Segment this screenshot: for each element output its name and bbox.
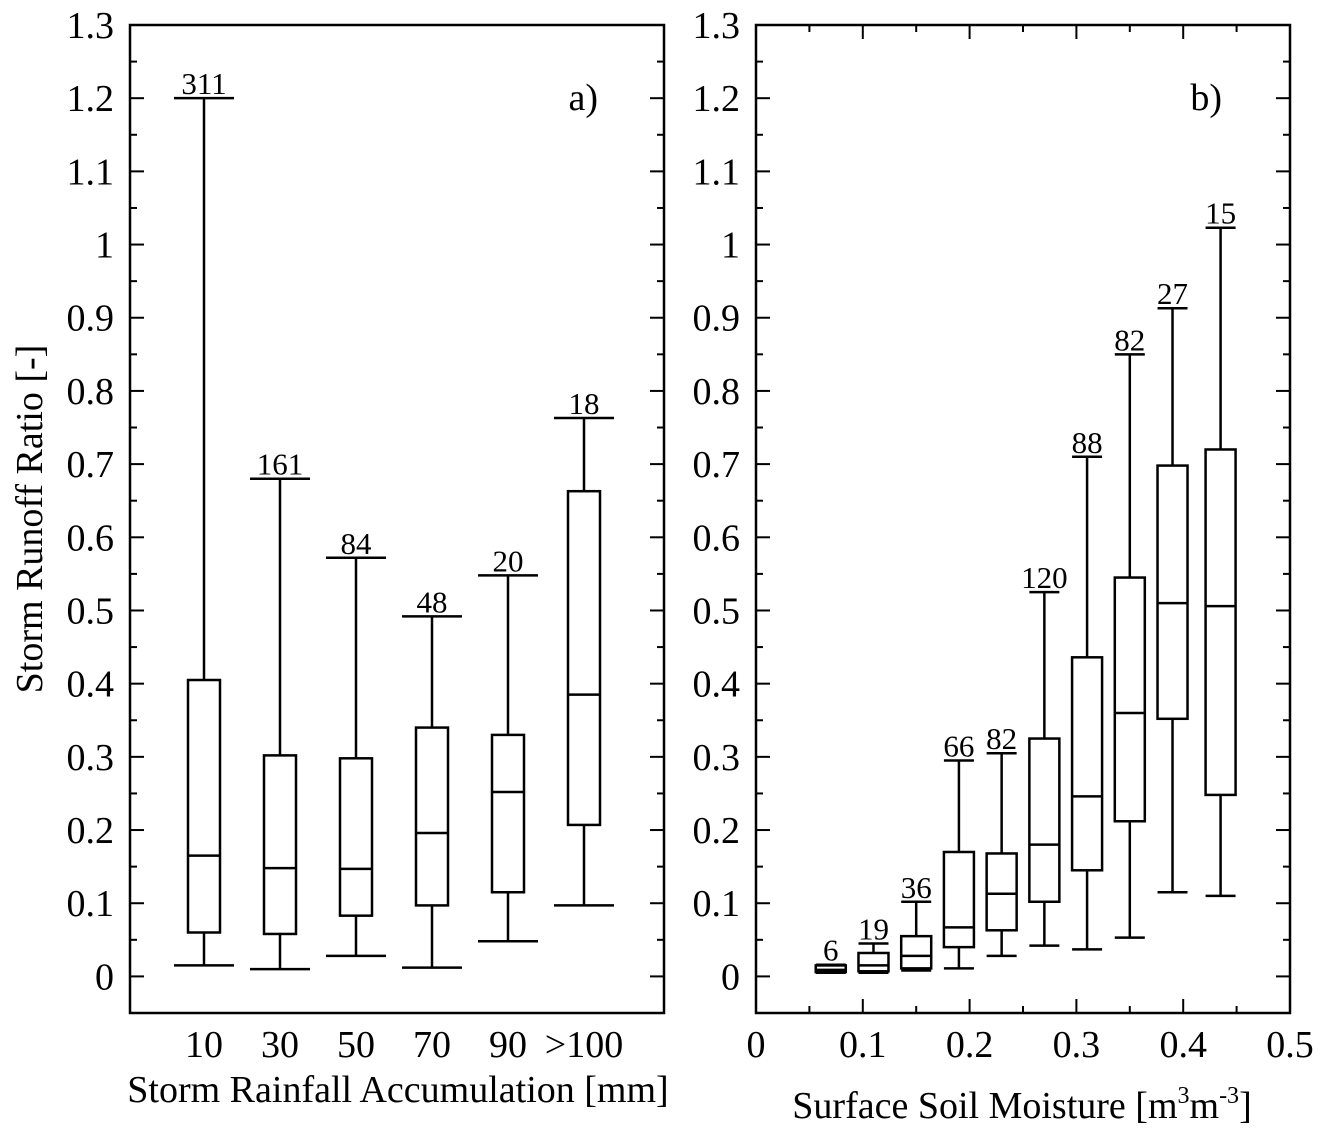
panel-a-x-tick-label: 30 [261, 1024, 299, 1066]
panel-b-y-tick-label: 0.8 [693, 371, 741, 413]
panel-b-x-title-part3: ] [1239, 1085, 1252, 1127]
panel-a-box-iqr-box [414, 726, 450, 907]
panel-a-frame [128, 23, 666, 1015]
panel-a-y-tick-label: 0.2 [67, 810, 115, 852]
panel-b-y-tick-label: 1.3 [693, 5, 741, 47]
panel-a-x-tick-label: 90 [489, 1024, 527, 1066]
panel-a-x-axis-title: Storm Rainfall Accumulation [mm] [127, 1069, 668, 1111]
panel-a-y-tick-label: 1.3 [67, 5, 115, 47]
panel-b-x-tick-label: 0.1 [839, 1024, 887, 1066]
panel-b-y-tick-label: 1.2 [693, 78, 741, 120]
panel-a-y-tick-label: 0.1 [67, 883, 115, 925]
panel-b-y-tick-label: 0.5 [693, 590, 741, 632]
panel-b-x-tick-label: 0.5 [1266, 1024, 1314, 1066]
panel-a-ticks: 0 0.1 0.2 0.3 0.4 0.5 0.6 0.7 0.8 0.9 1 1.1 1.2 1.3 10… [67, 5, 664, 1066]
panel-a-label: a) [568, 77, 598, 119]
panel-b-label: b) [1190, 77, 1222, 119]
panel-a-y-tick-label: 0.7 [67, 444, 115, 486]
panel-b-y-tick-label: 0.2 [693, 810, 741, 852]
panel-b-box-count-label: 15 [1205, 196, 1236, 231]
panel-b-box-iqr-box [985, 852, 1018, 932]
panel-b: 0 0.1 0.2 0.3 0.4 0.5 0.6 0.7 0.8 0.9 1 1.1 1.2 1.3 0 0… [693, 5, 1314, 1127]
panel-b-x-title-sup1: 3 [1178, 1083, 1190, 1109]
panel-b-x-title-part1: Surface Soil Moisture [m [792, 1085, 1177, 1127]
panel-b-x-axis-title: Surface Soil Moisture [m3m-3] [792, 1083, 1251, 1127]
panel-b-y-tick-label: 1.1 [693, 151, 741, 193]
panel-b-box-iqr-box [857, 951, 890, 973]
panel-b-box-iqr-box [1028, 737, 1061, 904]
panel-b-y-tick-label: 0.1 [693, 883, 741, 925]
panel-b-x-title-part2: m [1190, 1085, 1220, 1127]
panel-a-y-tick-label: 0.3 [67, 737, 115, 779]
panel-b-box-iqr-box [899, 934, 933, 970]
panel-b-box-count-label: 36 [901, 870, 932, 905]
panel-a-box-count-label: 48 [417, 584, 448, 619]
panel-a-y-tick-label: 0.8 [67, 371, 115, 413]
panel-a-box-iqr-box [566, 489, 602, 827]
panel-b-y-tick-label: 0.3 [693, 737, 741, 779]
panel-a-box-iqr-box [490, 733, 526, 894]
panel-b-box-iqr-box [1113, 576, 1147, 823]
panel-a-x-tick-label: 70 [413, 1024, 451, 1066]
panel-b-box-count-label: 27 [1157, 276, 1188, 311]
panel-a-y-tick-label: 0.5 [67, 590, 115, 632]
panel-a: 0 0.1 0.2 0.3 0.4 0.5 0.6 0.7 0.8 0.9 1 1.1 1.2 1.3 10… [9, 5, 669, 1111]
panel-b-x-tick-label: 0.3 [1053, 1024, 1101, 1066]
panel-a-y-tick-label: 1.1 [67, 151, 115, 193]
y-axis-title: Storm Runoff Ratio [-] [9, 345, 51, 694]
panel-a-x-tick-label: 50 [337, 1024, 375, 1066]
panel-a-box-iqr-box [186, 678, 222, 934]
panel-b-boxes: 6 19 36 66 82 120 88 82 27 15 [814, 196, 1237, 974]
panel-b-box-iqr-box [1204, 448, 1237, 797]
panel-a-y-tick-label: 0.4 [67, 664, 115, 706]
panel-b-box-count-label: 19 [858, 911, 889, 946]
panel-b-y-tick-label: 0.6 [693, 517, 741, 559]
panel-b-box-count-label: 120 [1021, 560, 1068, 595]
panel-a-y-tick-label: 1 [95, 225, 114, 267]
panel-b-x-tick-label: 0.2 [946, 1024, 994, 1066]
panel-a-box-iqr-box [262, 754, 298, 936]
panel-b-x-tick-label: 0.4 [1159, 1024, 1207, 1066]
panel-b-y-tick-label: 1 [721, 225, 740, 267]
panel-b-y-tick-label: 0.9 [693, 298, 741, 340]
panel-a-box-iqr-box [338, 757, 374, 917]
panel-b-box-count-label: 6 [823, 933, 839, 968]
panel-a-box-count-label: 84 [341, 526, 373, 561]
panel-b-x-title-sup2: -3 [1219, 1083, 1239, 1109]
panel-b-box-count-label: 88 [1072, 425, 1103, 460]
panel-b-box-count-label: 66 [943, 729, 974, 764]
panel-a-y-tick-label: 0.6 [67, 517, 115, 559]
panel-a-y-tick-label: 1.2 [67, 78, 115, 120]
panel-a-y-tick-label: 0.9 [67, 298, 115, 340]
panel-b-y-tick-label: 0 [721, 956, 740, 998]
panel-a-x-tick-label: >100 [545, 1024, 623, 1066]
panel-a-box-count-label: 311 [181, 66, 226, 101]
panel-a-box-count-label: 18 [569, 386, 600, 421]
panel-b-box-iqr-box [942, 850, 976, 949]
panel-b-box-count-label: 82 [986, 721, 1017, 756]
panel-b-box-count-label: 82 [1114, 322, 1145, 357]
panel-b-ticks: 0 0.1 0.2 0.3 0.4 0.5 0.6 0.7 0.8 0.9 1 1.1 1.2 1.3 0 0… [693, 5, 1314, 1066]
panel-a-y-tick-label: 0 [95, 956, 114, 998]
panel-b-y-tick-label: 0.7 [693, 444, 741, 486]
panel-b-box-iqr-box [1070, 656, 1104, 872]
panel-a-box-count-label: 161 [257, 447, 304, 482]
panel-a-x-tick-label: 10 [185, 1024, 223, 1066]
panel-b-box-iqr-box [1156, 464, 1189, 721]
panel-a-boxes: 311 161 84 48 20 18 [174, 66, 614, 971]
panel-b-y-tick-label: 0.4 [693, 664, 741, 706]
panel-a-box-count-label: 20 [493, 543, 524, 578]
panel-b-x-tick-label: 0 [747, 1024, 766, 1066]
